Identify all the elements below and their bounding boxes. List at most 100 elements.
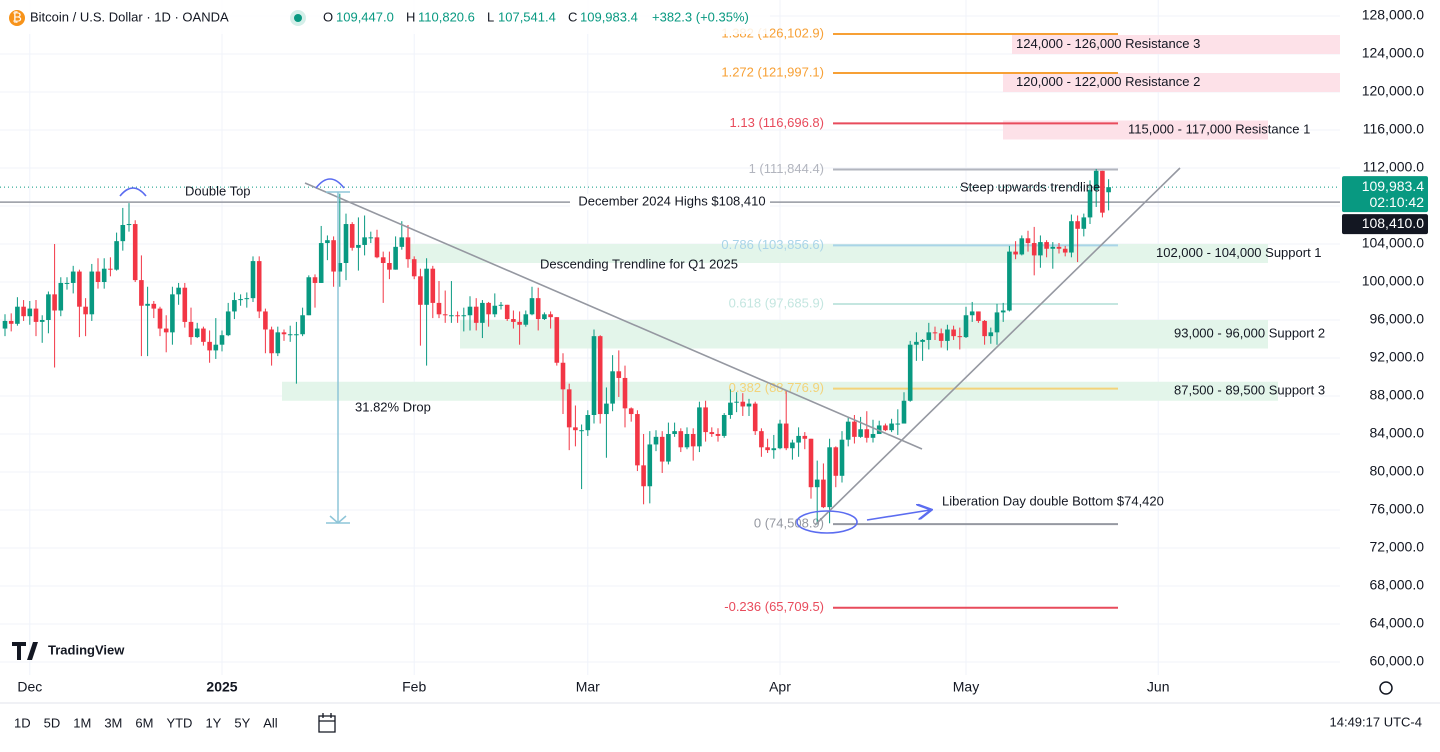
candle-body <box>647 444 653 487</box>
candle-body <box>77 271 82 307</box>
candle-body <box>1007 251 1012 311</box>
y-axis: 60,000.0 64,000.0 68,000.0 72,000.0 76,000.0… <box>1340 0 1440 675</box>
candle-body <box>163 328 169 333</box>
candle-body <box>108 268 113 270</box>
candle-body <box>666 434 671 462</box>
annotation: Double Top <box>185 183 251 198</box>
candle-body <box>734 401 739 403</box>
timeframe-button[interactable]: 1M <box>73 715 91 730</box>
candle-body <box>752 403 758 432</box>
candle-body <box>1038 242 1043 256</box>
candle-body <box>430 268 436 303</box>
candle-body <box>424 268 429 305</box>
zone-label: 115,000 - 117,000 Resistance 1 <box>1128 121 1310 136</box>
candle-body <box>362 237 367 245</box>
candle-body <box>201 328 206 342</box>
timeframe-button[interactable]: 6M <box>135 715 153 730</box>
timeframe-button[interactable]: All <box>263 715 278 730</box>
candle-body <box>337 263 343 272</box>
y-tick-label: 96,000.0 <box>1370 311 1425 327</box>
y-tick-label: 92,000.0 <box>1370 349 1425 365</box>
candle-body <box>870 434 876 438</box>
annotation: 31.82% Drop <box>355 399 431 414</box>
fib-label: 0.786 (103,856.6) <box>721 237 824 252</box>
candle-body <box>672 431 677 434</box>
descending-trendline <box>304 182 923 450</box>
fib-label: -0.236 (65,709.5) <box>724 599 824 614</box>
timeframe-button[interactable]: 1D <box>14 715 31 730</box>
candle-body <box>312 277 318 283</box>
candle-body <box>833 447 839 476</box>
y-tick-label: 64,000.0 <box>1370 615 1425 631</box>
ohlc-key: L <box>487 9 494 24</box>
candle-body <box>566 389 572 428</box>
timeframe-button[interactable]: 5D <box>44 715 61 730</box>
candle-body <box>275 332 281 354</box>
candle-body <box>1050 246 1056 249</box>
header: ₿ Bitcoin / U.S. Dollar · 1D · OANDA O 1… <box>0 0 770 34</box>
annotation: December 2024 Highs $108,410 <box>578 194 765 209</box>
candle-body <box>759 431 764 448</box>
candle-body <box>808 438 814 488</box>
candle-body <box>976 311 981 321</box>
candle-body <box>306 277 312 316</box>
symbol-title: Bitcoin / U.S. Dollar · 1D · OANDA <box>30 9 229 24</box>
ohlc-key: H <box>406 9 415 24</box>
candle-body <box>1081 217 1087 229</box>
candle-body <box>405 237 411 260</box>
logo-text: TradingView <box>48 642 125 657</box>
candle-body <box>585 415 591 431</box>
timeframe-button[interactable]: 5Y <box>234 715 250 730</box>
fib-label: 0.382 (88,776.9) <box>729 380 824 395</box>
candle-body <box>740 401 746 407</box>
x-tick-label: Mar <box>576 679 600 695</box>
candle-body <box>994 312 1000 333</box>
candle-body <box>926 332 932 340</box>
y-tick-label: 104,000.0 <box>1362 235 1424 251</box>
candle-body <box>1013 251 1018 255</box>
ohlc-value: 110,820.6 <box>418 9 475 24</box>
candle-body <box>610 371 615 404</box>
candle-body <box>455 315 460 317</box>
candle-body <box>46 294 51 320</box>
candle-body <box>1100 170 1105 213</box>
candle-body <box>932 332 938 334</box>
zone-label: 93,000 - 96,000 Support 2 <box>1174 326 1325 341</box>
candle-body <box>52 294 57 311</box>
x-tick-label: Dec <box>17 679 42 695</box>
candle-body <box>170 294 175 333</box>
clock: 14:49:17 UTC-4 <box>1330 714 1423 729</box>
ohlc-key: C <box>568 9 577 24</box>
candle-body <box>120 225 126 242</box>
candle-body <box>387 263 392 270</box>
top-arc <box>119 187 147 197</box>
candle-body <box>616 371 622 378</box>
y-tick-label: 120,000.0 <box>1362 83 1424 99</box>
candle-body <box>938 333 944 341</box>
candle-body <box>1062 248 1068 253</box>
upward-trendline <box>814 167 1181 526</box>
x-tick-label: 2025 <box>206 679 237 695</box>
x-tick-label: Jun <box>1147 679 1170 695</box>
candle-body <box>715 434 721 436</box>
candle-body <box>27 308 33 317</box>
candle-body <box>58 282 64 311</box>
timeframe-button[interactable]: 3M <box>104 715 122 730</box>
candle-body <box>814 479 820 488</box>
candle-body <box>920 339 925 342</box>
candle-body <box>1000 310 1006 313</box>
svg-text:₿: ₿ <box>12 9 22 24</box>
candle-body <box>213 344 219 351</box>
candle-body <box>157 308 163 329</box>
y-tick-label: 80,000.0 <box>1370 463 1425 479</box>
candle-body <box>151 303 157 309</box>
timeframe-button[interactable]: YTD <box>166 715 192 730</box>
candle-body <box>418 276 423 305</box>
y-tick-label: 88,000.0 <box>1370 387 1425 403</box>
candle-body <box>238 299 243 301</box>
timeframe-button[interactable]: 1Y <box>205 715 221 730</box>
annotation: Descending Trendline for Q1 2025 <box>540 256 738 271</box>
candle-body <box>287 334 293 336</box>
candle-body <box>914 341 919 345</box>
